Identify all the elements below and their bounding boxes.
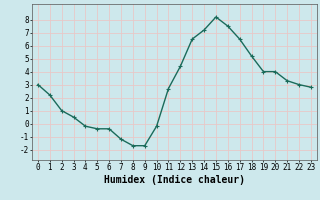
X-axis label: Humidex (Indice chaleur): Humidex (Indice chaleur) (104, 175, 245, 185)
